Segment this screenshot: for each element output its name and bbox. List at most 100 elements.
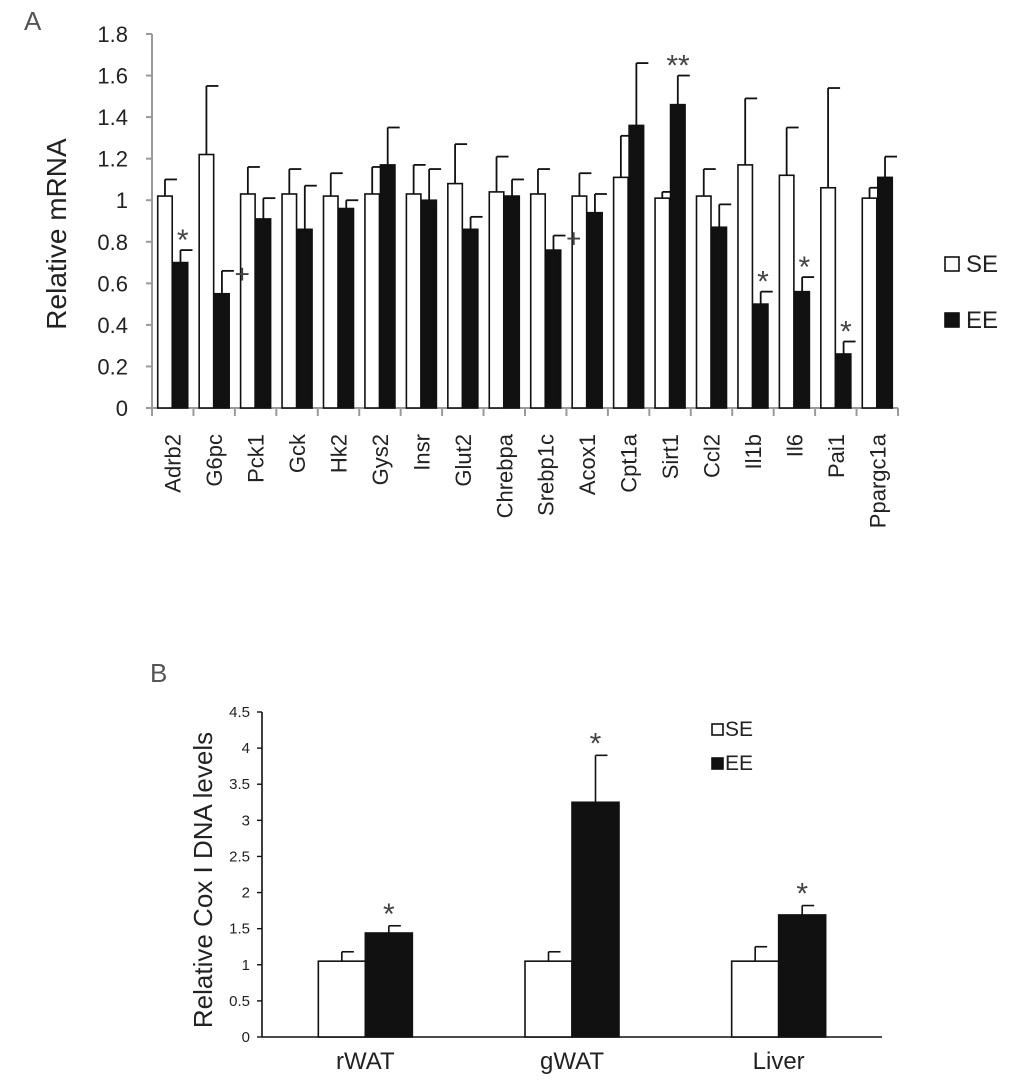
x-tick-label-gys2: Gys2 [368,434,393,485]
bar-se-hk2 [322,195,339,409]
bar-ee-il1b [752,303,769,409]
significance-marker-adrb2: * [177,224,189,257]
bar-se-il1b [737,164,754,409]
significance-marker-srebp1c: + [566,224,581,254]
x-tick-label-gwat: gWAT [540,1048,604,1075]
x-tick-label-rwat: rWAT [336,1048,395,1075]
bar-ee-gys2 [379,164,396,409]
y-tick-label-a: 1.8 [97,22,128,47]
y-tick-label-a: 1 [116,188,128,213]
bar-ee-acox1 [586,211,603,409]
bar-ee-il6 [794,290,811,409]
bar-ee-gwat [571,801,620,1038]
bar-se-liver [730,960,780,1038]
bars-a [156,103,894,409]
y-tick-label-b: 0 [242,1029,250,1046]
bar-ee-cpt1a [628,124,645,409]
significance-marker-il1b: * [757,266,769,299]
x-tick-label-glut2: Glut2 [451,434,476,487]
significance-marker-g6pc: + [235,259,250,289]
y-tick-label-b: 4.5 [229,704,250,721]
plot-area-a [146,33,899,416]
bar-se-sirt1 [654,197,671,409]
legend-label-se-a: SE [966,251,998,278]
bar-ee-ppargc1a [876,176,894,409]
bar-se-ppargc1a [861,197,878,409]
legend-swatch-se-a [944,256,960,272]
x-tick-label-pck1: Pck1 [244,434,269,483]
x-tick-label-acox1: Acox1 [575,434,600,495]
legend-label-ee-b: EE [725,752,753,775]
x-tick-label-liver: Liver [753,1048,805,1075]
significance-marker-liver: * [796,878,808,911]
legend-swatch-se-b [711,723,724,736]
y-axis-label-a: Relative mRNA [41,138,72,330]
y-tick-label-a: 1.6 [97,64,128,89]
bar-se-gys2 [364,193,381,409]
error-bars-a [164,62,898,354]
significance-marker-rwat: * [383,898,395,931]
x-tick-label-g6pc: G6pc [202,434,227,487]
x-tick-label-il1b: Il1b [741,434,766,469]
bar-ee-srebp1c [545,249,562,409]
y-tick-label-b: 2.5 [229,848,250,865]
significance-markers-b: * * * [383,727,808,930]
bar-se-il6 [778,174,795,409]
x-tick-label-insr: Insr [409,434,434,471]
y-tick-label-a: 0.6 [97,271,128,296]
x-tick-label-chrebpa: Chrebpa [492,433,517,518]
x-tick-label-hk2: Hk2 [327,434,352,473]
error-bars-b [341,754,815,962]
bar-se-gwat [524,960,573,1038]
y-tick-labels-b: 0 0.5 1 1.5 2 2.5 3 3.5 4 4.5 [229,704,250,1046]
bar-ee-sirt1 [669,103,686,409]
x-tick-label-ppargc1a: Ppargc1a [865,433,890,528]
bar-ee-pai1 [835,353,852,409]
legend-label-se-b: SE [725,718,753,741]
bar-se-glut2 [447,182,464,409]
bar-ee-glut2 [462,228,479,409]
bar-se-srebp1c [529,193,547,409]
x-tick-label-pai1: Pai1 [824,434,849,478]
x-tick-labels-a: Adrb2 G6pc Pck1 Gck Hk2 Gys2 Insr Glut2 Chrebpa S… [161,433,891,528]
x-tick-label-il6: Il6 [782,434,807,457]
x-tick-label-srebp1c: Srebp1c [534,434,559,516]
significance-marker-sirt1: ** [666,50,690,83]
bar-ee-pck1 [255,218,272,409]
x-tick-label-ccl2: Ccl2 [700,434,725,478]
x-tick-label-adrb2: Adrb2 [161,434,186,493]
legend-b: SE EE [711,718,753,775]
y-axis-label-b: Relative Cox I DNA levels [188,732,218,1028]
y-tick-label-b: 1 [242,957,250,974]
x-tick-labels-b: rWAT gWAT Liver [336,1048,805,1075]
bar-se-pck1 [239,193,256,409]
x-tick-label-cpt1a: Cpt1a [617,433,642,492]
bar-ee-insr [421,199,438,409]
y-tick-label-b: 3.5 [229,776,250,793]
y-tick-label-a: 1.2 [97,147,128,172]
bar-ee-adrb2 [172,261,189,409]
bar-ee-rwat [364,932,414,1038]
chart-panel-a: A Relative mRNA *++*** ** Adrb2 G6pc Pck1 Gc… [24,6,998,528]
bar-se-pai1 [820,186,837,409]
y-tick-label-a: 0.4 [97,313,128,338]
bar-se-ccl2 [695,195,712,409]
bar-ee-liver [777,914,827,1038]
y-tick-label-b: 1.5 [229,921,250,938]
bar-ee-gck [296,228,313,409]
x-tick-label-gck: Gck [285,433,310,473]
y-tick-label-b: 3 [242,812,250,829]
bar-ee-hk2 [338,207,355,409]
bar-se-g6pc [198,153,215,409]
y-tick-label-a: 1.4 [97,105,128,130]
significance-marker-pai1: * [840,316,852,349]
chart-panel-b: B Relative Cox I DNA levels * * * rWAT gWAT… [150,658,882,1075]
legend-label-ee-a: EE [966,307,998,334]
legend-swatch-ee-a [944,312,960,328]
bar-se-adrb2 [156,195,174,409]
y-tick-label-a: 0.2 [97,354,128,379]
legend-swatch-ee-b [711,757,724,770]
bar-se-gck [281,193,298,409]
bar-se-chrebpa [488,191,505,409]
